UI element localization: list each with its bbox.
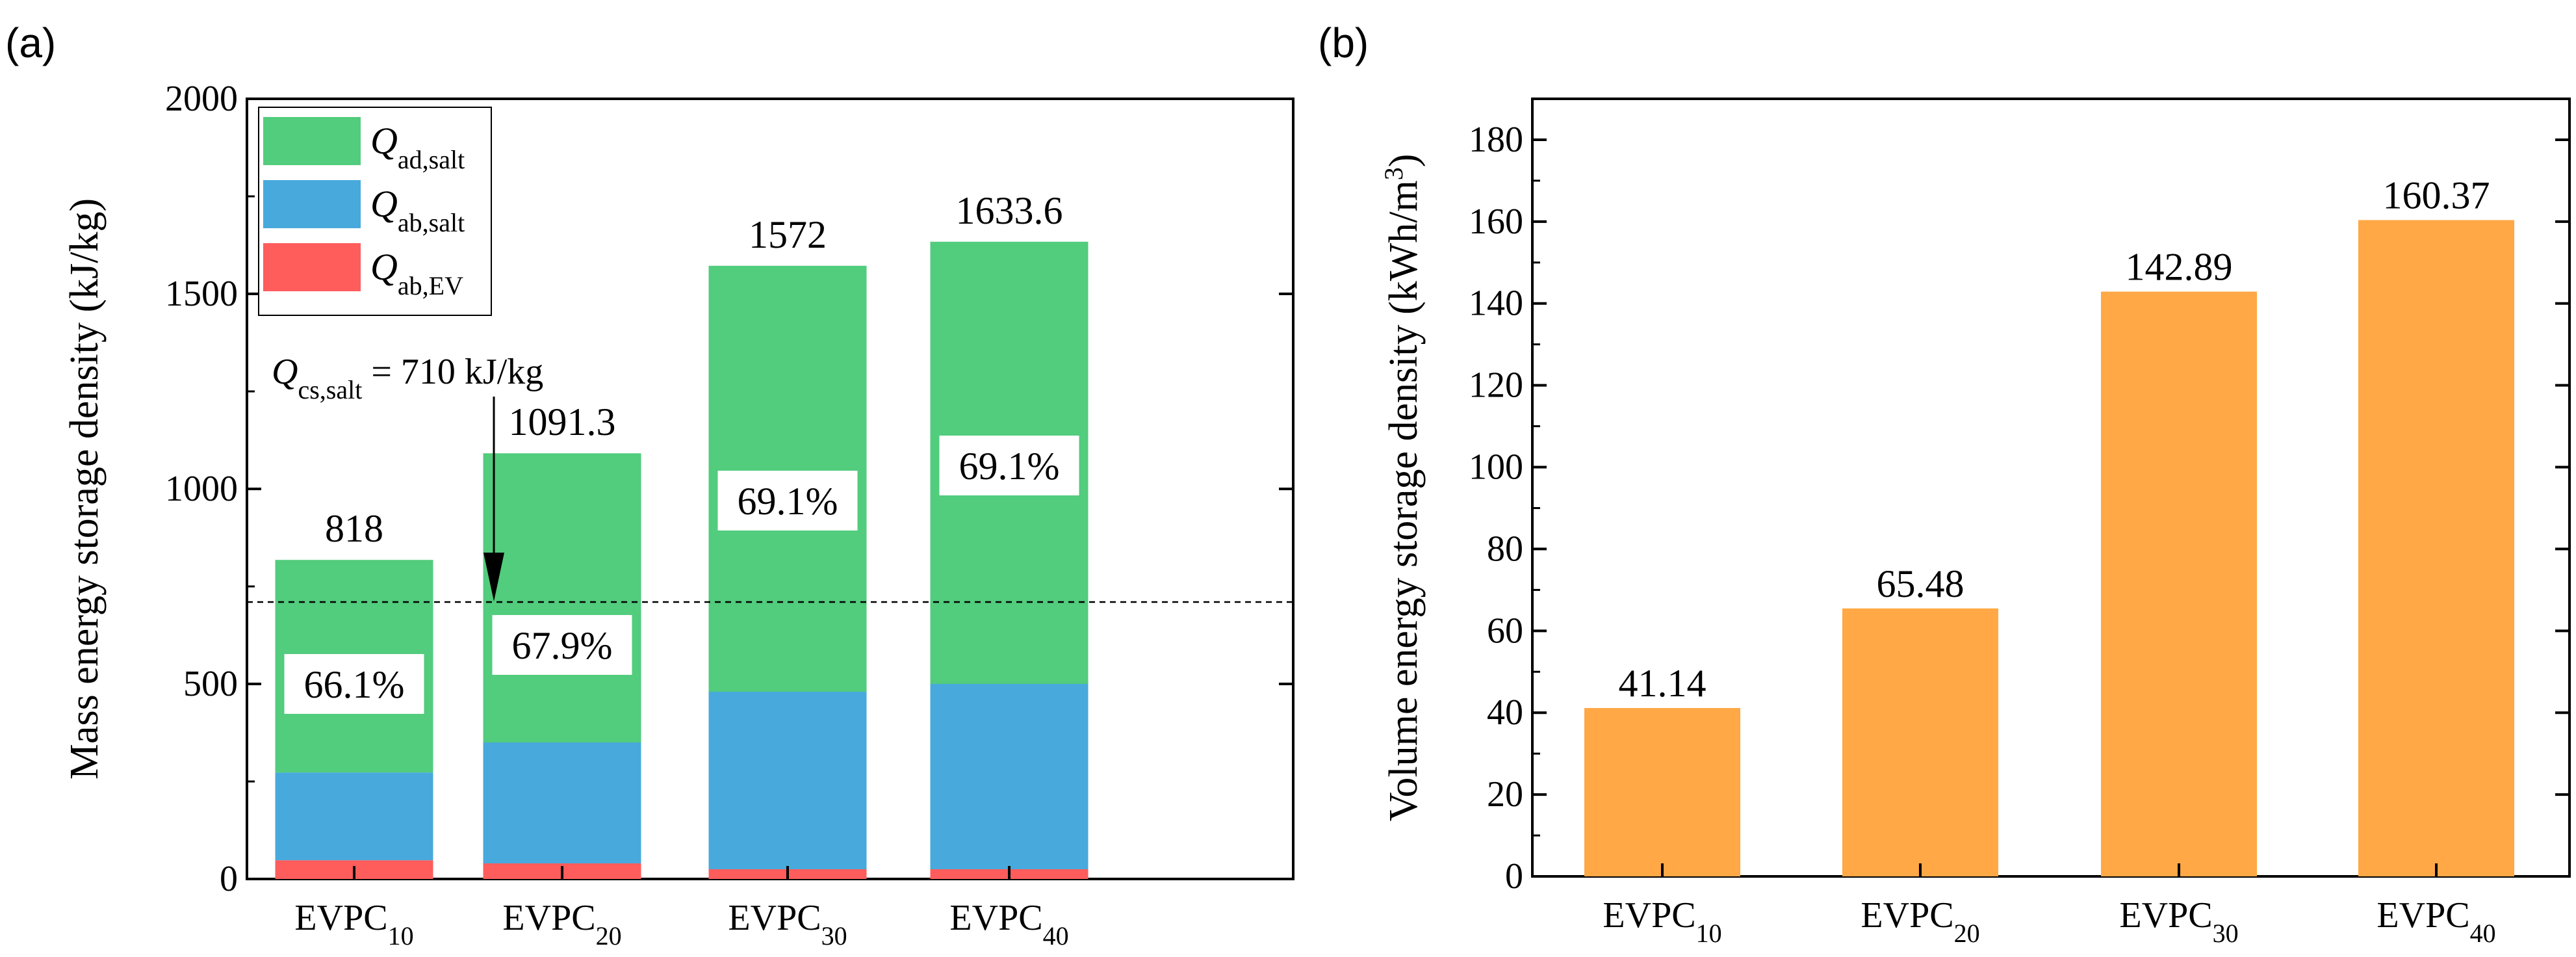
a-bar-ab-salt-2 (708, 692, 867, 869)
panel-b-plot-frame (1531, 98, 2571, 878)
panel-a-y-axis-title: Mass energy storage density (kJ/kg) (62, 198, 107, 780)
a-bar-ad-salt-1 (483, 453, 641, 742)
b-ytick-label-1: 20 (1487, 774, 1523, 815)
a-total-label-0: 818 (325, 507, 383, 550)
panel-a-label: (a) (5, 20, 56, 66)
a-legend-label-2-base: Q (370, 246, 398, 288)
a-percent-box-0 (284, 654, 424, 714)
a-total-label-1: 1091.3 (509, 400, 616, 443)
a-legend-label-1: Qab,salt (370, 183, 465, 237)
b-value-label-1: 65.48 (1877, 562, 1964, 605)
b-bar-3 (2358, 220, 2514, 876)
a-legend-swatch-0 (263, 117, 361, 165)
b-xtick-label-3: EVPC40 (2376, 895, 2495, 948)
b-bar-1 (1842, 608, 1998, 876)
b-xtick-label-0-sub: 10 (1696, 919, 1722, 948)
a-xtick-label-0-sub: 10 (388, 921, 414, 950)
b-value-label-0: 41.14 (1619, 662, 1707, 705)
a-ytick-label-1: 500 (183, 664, 238, 704)
panel-b-y-axis-title-base: Volume energy storage density (kWh/m (1382, 180, 1426, 821)
a-xtick-label-2-base: EVPC (728, 898, 821, 938)
b-xtick-label-1-base: EVPC (1861, 895, 1953, 936)
b-ytick-label-4: 80 (1487, 529, 1523, 569)
a-annotation-base: Q (272, 352, 298, 392)
panel-b-y-axis-title-end: ) (1382, 154, 1426, 168)
panel-b-label: (b) (1318, 20, 1369, 66)
a-annotation-rest: = 710 kJ/kg (362, 352, 543, 392)
a-legend-label-0-sub: ad,salt (398, 145, 465, 174)
b-xtick-label-1: EVPC20 (1861, 895, 1979, 948)
a-xtick-label-1-sub: 20 (596, 921, 622, 950)
a-percent-label-2: 69.1% (738, 480, 838, 523)
b-bar-0 (1584, 708, 1740, 876)
a-legend-label-1-base: Q (370, 183, 398, 225)
b-xtick-label-0: EVPC10 (1603, 895, 1721, 948)
b-xtick-label-2: EVPC30 (2119, 895, 2238, 948)
a-xtick-label-0: EVPC10 (294, 898, 413, 950)
b-ytick-label-8: 160 (1469, 202, 1523, 242)
a-total-label-3: 1633.6 (956, 189, 1063, 232)
a-xtick-label-3-base: EVPC (949, 898, 1042, 938)
a-xtick-label-2-sub: 30 (821, 921, 847, 950)
a-xtick-label-1: EVPC20 (502, 898, 621, 950)
a-legend-label-2: Qab,EV (370, 246, 463, 300)
a-annotation-text: Qcs,salt = 710 kJ/kg (272, 352, 543, 404)
a-percent-label-3: 69.1% (959, 445, 1060, 488)
a-xtick-label-0-base: EVPC (294, 898, 387, 938)
b-value-label-3: 160.37 (2383, 174, 2490, 217)
b-bar-2 (2101, 291, 2257, 876)
a-percent-label-0: 66.1% (304, 663, 405, 706)
b-ytick-label-0: 0 (1505, 856, 1523, 897)
panel-b: (b) Volume energy storage density (kWh/m… (1318, 20, 2571, 948)
b-ytick-label-6: 120 (1469, 365, 1523, 406)
b-ytick-label-5: 100 (1469, 447, 1523, 488)
a-percent-box-1 (492, 615, 632, 675)
a-legend-label-0-base: Q (370, 120, 398, 162)
a-percent-label-1: 67.9% (512, 624, 613, 667)
a-xtick-label-2: EVPC30 (728, 898, 847, 950)
b-xtick-label-1-sub: 20 (1954, 919, 1980, 948)
b-xtick-label-0-base: EVPC (1603, 895, 1695, 936)
b-ytick-label-3: 60 (1487, 610, 1523, 651)
b-ytick-label-9: 180 (1469, 120, 1523, 160)
a-xtick-label-3-sub: 40 (1043, 921, 1069, 950)
a-xtick-label-3: EVPC40 (949, 898, 1068, 950)
a-ytick-label-3: 1500 (165, 274, 238, 314)
a-ytick-label-0: 0 (220, 859, 238, 899)
a-ytick-label-4: 2000 (165, 79, 238, 119)
a-xtick-label-1-base: EVPC (502, 898, 595, 938)
b-ytick-label-7: 140 (1469, 283, 1523, 324)
a-bar-ab-salt-1 (483, 742, 641, 863)
a-bar-ab-salt-3 (930, 684, 1088, 869)
a-percent-box-3 (939, 436, 1079, 495)
panel-b-y-axis-title: Volume energy storage density (kWh/m3) (1379, 154, 1426, 822)
panel-a: (a) Mass energy storage density (kJ/kg) … (5, 20, 1294, 950)
a-ytick-label-2: 1000 (165, 469, 238, 509)
a-bar-ab-salt-0 (275, 772, 433, 861)
a-percent-box-2 (717, 471, 858, 531)
b-xtick-label-2-sub: 30 (2213, 919, 2239, 948)
b-xtick-label-3-base: EVPC (2376, 895, 2469, 936)
b-ytick-label-2: 40 (1487, 692, 1523, 733)
a-annotation-sub: cs,salt (298, 375, 362, 404)
a-legend-swatch-1 (263, 180, 361, 228)
a-total-label-2: 1572 (749, 213, 827, 256)
a-legend-label-2-sub: ab,EV (398, 271, 463, 300)
a-legend-label-0: Qad,salt (370, 120, 465, 174)
a-legend-label-1-sub: ab,salt (398, 208, 465, 237)
b-xtick-label-2-base: EVPC (2119, 895, 2212, 936)
panel-b-y-axis-title-sup: 3 (1379, 167, 1408, 180)
a-annotation-arrow-head (483, 553, 504, 601)
b-value-label-2: 142.89 (2126, 246, 2233, 289)
b-xtick-label-3-sub: 40 (2470, 919, 2496, 948)
a-legend-swatch-2 (263, 243, 361, 291)
